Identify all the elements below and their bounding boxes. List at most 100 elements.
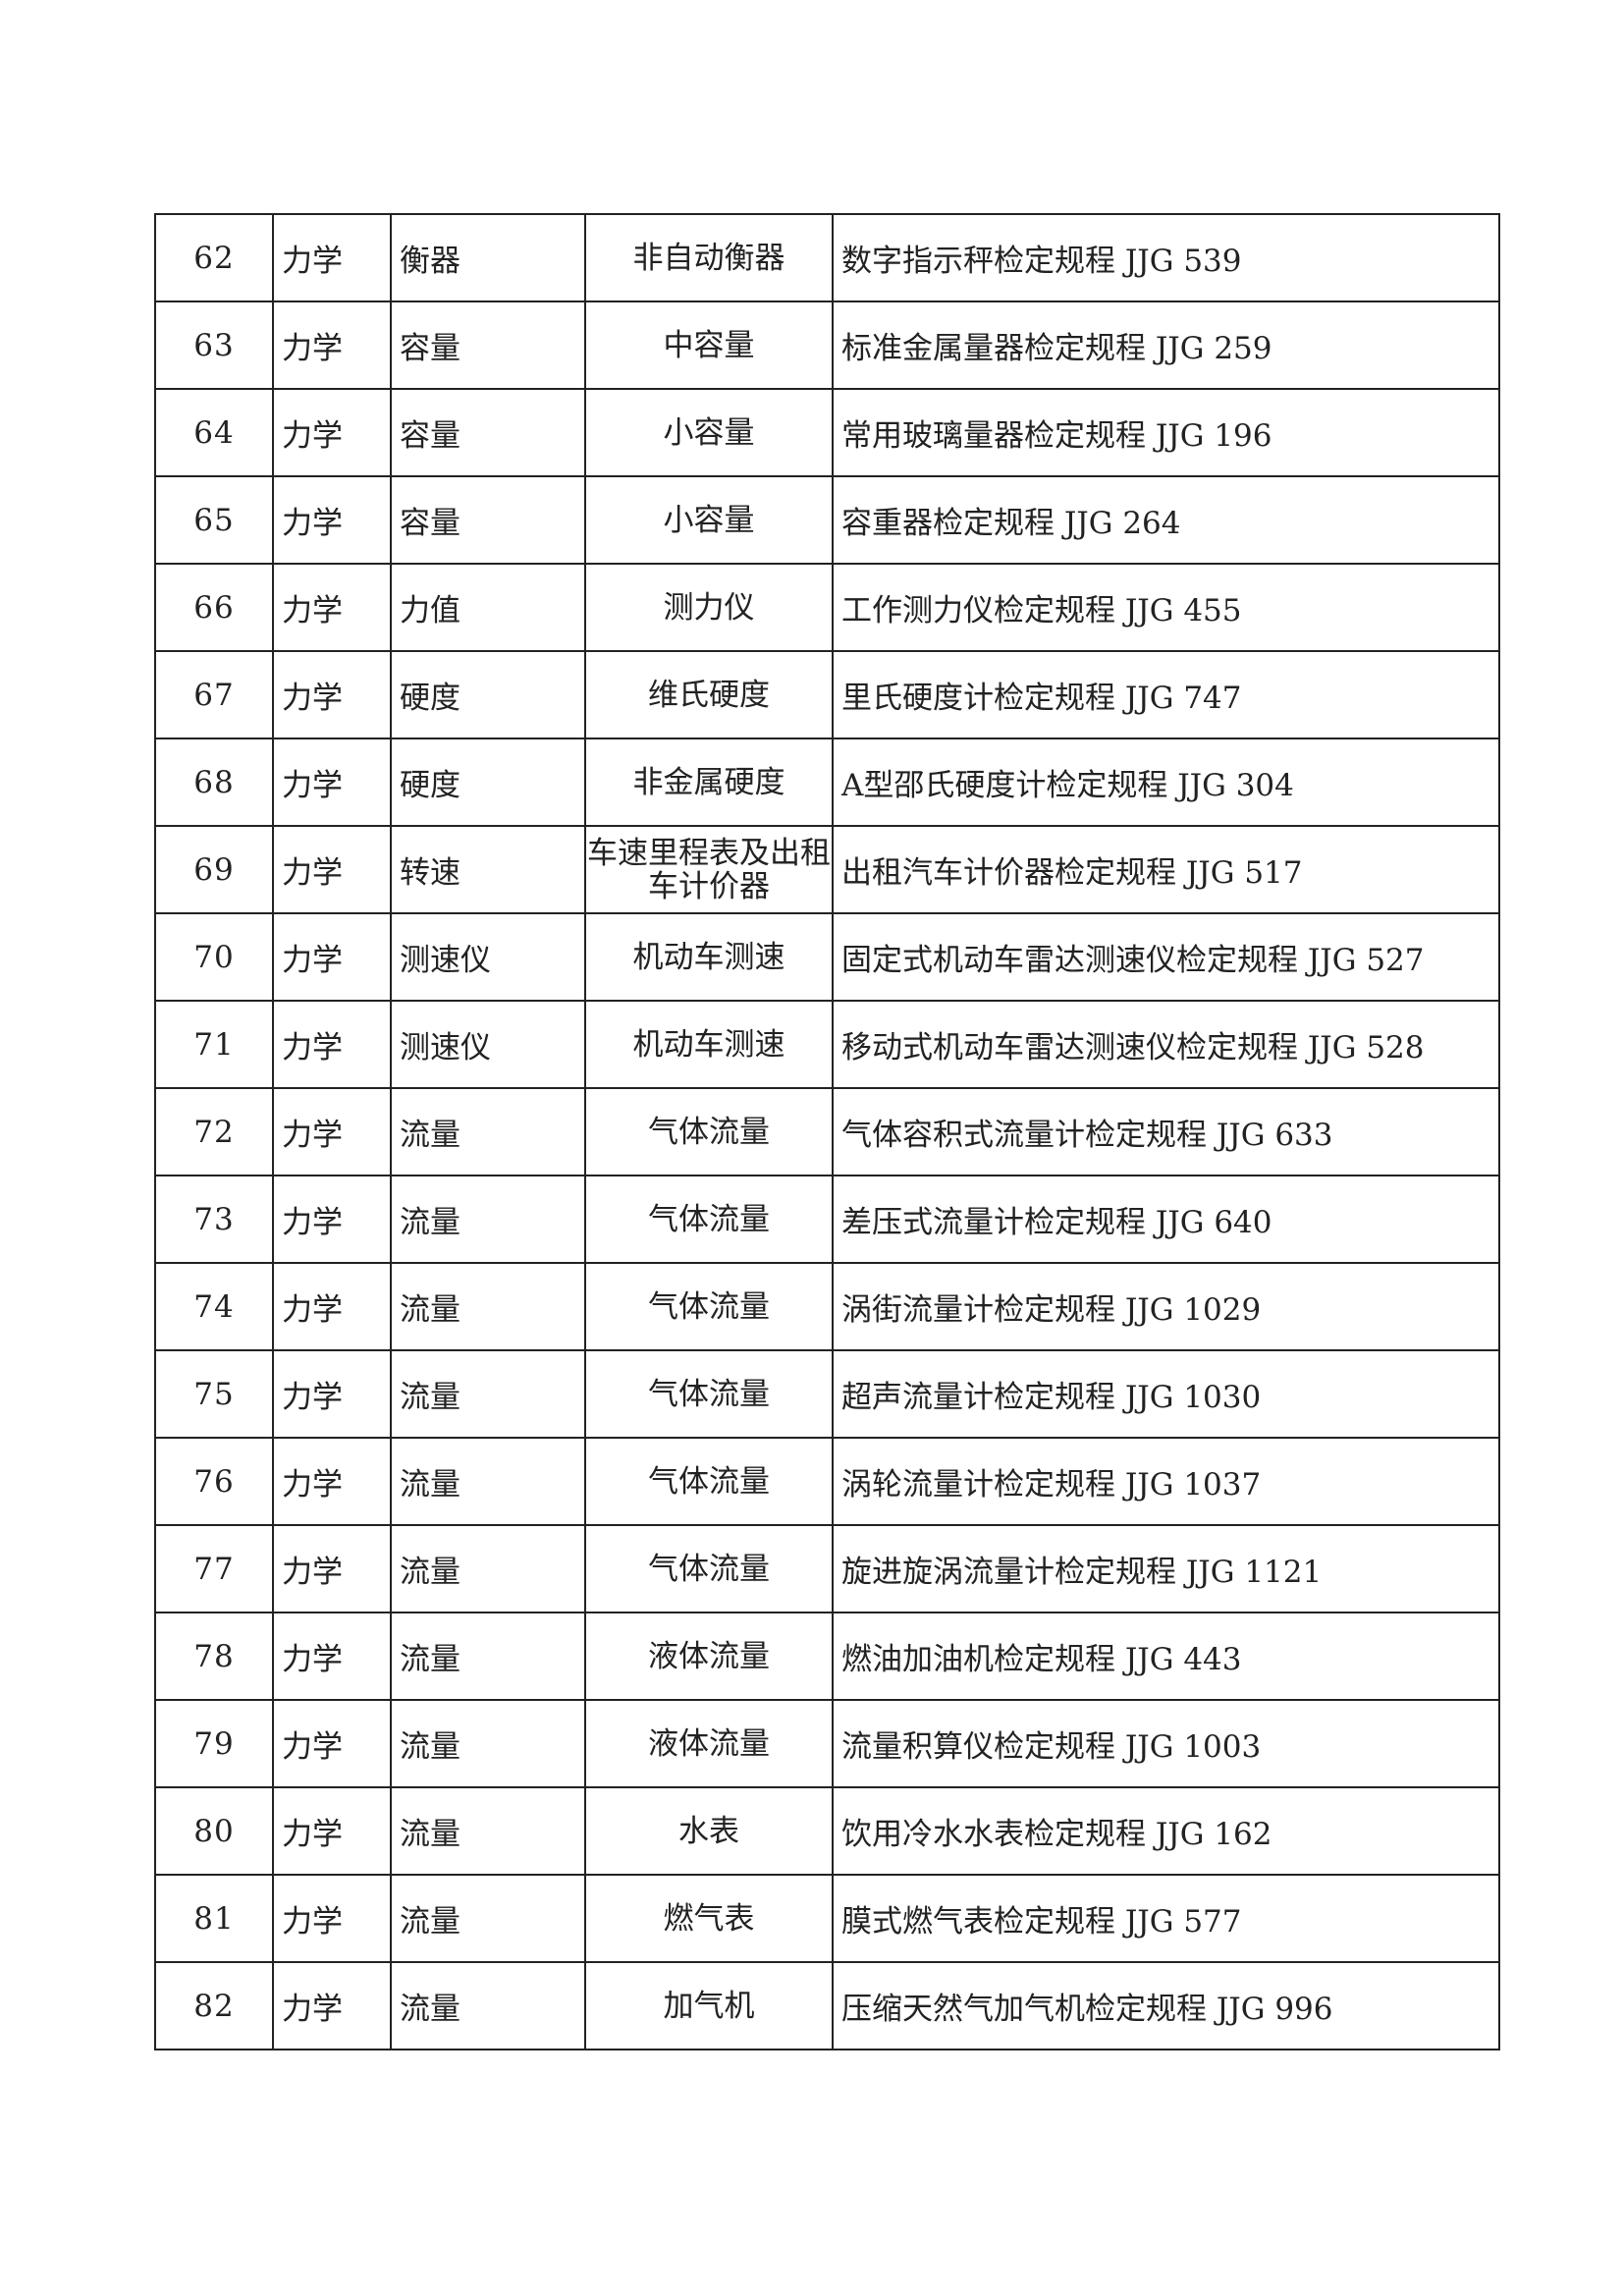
table-row: 73 力学 流量 气体流量 差压式流量计检定规程 JJG 640 bbox=[154, 1175, 1500, 1264]
cell-discipline: 力学 bbox=[272, 1087, 392, 1176]
cell-subcategory: 气体流量 bbox=[584, 1262, 834, 1351]
table-row: 74 力学 流量 气体流量 涡街流量计检定规程 JJG 1029 bbox=[154, 1262, 1500, 1351]
table-row: 66 力学 力值 测力仪 工作测力仪检定规程 JJG 455 bbox=[154, 563, 1500, 652]
cell-subcategory: 气体流量 bbox=[584, 1349, 834, 1439]
cell-category: 流量 bbox=[390, 1612, 586, 1701]
cell-row-number: 66 bbox=[154, 563, 274, 652]
cell-row-number: 64 bbox=[154, 388, 274, 477]
cell-regulation: 常用玻璃量器检定规程 JJG 196 bbox=[832, 388, 1500, 477]
cell-regulation: 出租汽车计价器检定规程 JJG 517 bbox=[832, 825, 1500, 914]
cell-row-number: 68 bbox=[154, 738, 274, 827]
table-row: 80 力学 流量 水表 饮用冷水水表检定规程 JJG 162 bbox=[154, 1786, 1500, 1876]
cell-row-number: 77 bbox=[154, 1524, 274, 1613]
cell-regulation: 数字指示秤检定规程 JJG 539 bbox=[832, 213, 1500, 302]
cell-row-number: 71 bbox=[154, 1000, 274, 1089]
cell-regulation: 超声流量计检定规程 JJG 1030 bbox=[832, 1349, 1500, 1439]
cell-row-number: 63 bbox=[154, 301, 274, 390]
cell-subcategory: 中容量 bbox=[584, 301, 834, 390]
table-row: 77 力学 流量 气体流量 旋进旋涡流量计检定规程 JJG 1121 bbox=[154, 1524, 1500, 1613]
cell-category: 容量 bbox=[390, 301, 586, 390]
cell-row-number: 73 bbox=[154, 1175, 274, 1264]
cell-discipline: 力学 bbox=[272, 912, 392, 1002]
cell-subcategory: 维氏硬度 bbox=[584, 650, 834, 739]
cell-discipline: 力学 bbox=[272, 301, 392, 390]
cell-discipline: 力学 bbox=[272, 1437, 392, 1526]
cell-row-number: 65 bbox=[154, 475, 274, 565]
cell-discipline: 力学 bbox=[272, 650, 392, 739]
cell-category: 转速 bbox=[390, 825, 586, 914]
cell-subcategory: 液体流量 bbox=[584, 1699, 834, 1788]
cell-subcategory: 非自动衡器 bbox=[584, 213, 834, 302]
cell-discipline: 力学 bbox=[272, 213, 392, 302]
cell-discipline: 力学 bbox=[272, 388, 392, 477]
cell-category: 容量 bbox=[390, 475, 586, 565]
cell-category: 流量 bbox=[390, 1524, 586, 1613]
cell-regulation: 涡轮流量计检定规程 JJG 1037 bbox=[832, 1437, 1500, 1526]
cell-category: 流量 bbox=[390, 1437, 586, 1526]
cell-category: 流量 bbox=[390, 1786, 586, 1876]
cell-regulation: 标准金属量器检定规程 JJG 259 bbox=[832, 301, 1500, 390]
cell-regulation: 旋进旋涡流量计检定规程 JJG 1121 bbox=[832, 1524, 1500, 1613]
cell-regulation: 饮用冷水水表检定规程 JJG 162 bbox=[832, 1786, 1500, 1876]
table-row: 68 力学 硬度 非金属硬度 A型邵氏硬度计检定规程 JJG 304 bbox=[154, 738, 1500, 827]
cell-regulation: 气体容积式流量计检定规程 JJG 633 bbox=[832, 1087, 1500, 1176]
cell-row-number: 62 bbox=[154, 213, 274, 302]
cell-subcategory: 气体流量 bbox=[584, 1087, 834, 1176]
cell-regulation: 容重器检定规程 JJG 264 bbox=[832, 475, 1500, 565]
cell-row-number: 79 bbox=[154, 1699, 274, 1788]
cell-subcategory: 小容量 bbox=[584, 475, 834, 565]
cell-regulation: 流量积算仪检定规程 JJG 1003 bbox=[832, 1699, 1500, 1788]
cell-category: 流量 bbox=[390, 1087, 586, 1176]
cell-subcategory: 机动车测速 bbox=[584, 912, 834, 1002]
cell-regulation: 工作测力仪检定规程 JJG 455 bbox=[832, 563, 1500, 652]
cell-category: 流量 bbox=[390, 1349, 586, 1439]
cell-row-number: 74 bbox=[154, 1262, 274, 1351]
cell-subcategory: 小容量 bbox=[584, 388, 834, 477]
cell-category: 测速仪 bbox=[390, 912, 586, 1002]
cell-regulation: 燃油加油机检定规程 JJG 443 bbox=[832, 1612, 1500, 1701]
table-row: 69 力学 转速 车速里程表及出租车计价器 出租汽车计价器检定规程 JJG 517 bbox=[154, 825, 1500, 914]
cell-subcategory: 水表 bbox=[584, 1786, 834, 1876]
cell-regulation: 涡街流量计检定规程 JJG 1029 bbox=[832, 1262, 1500, 1351]
cell-row-number: 69 bbox=[154, 825, 274, 914]
cell-subcategory: 气体流量 bbox=[584, 1524, 834, 1613]
cell-category: 流量 bbox=[390, 1699, 586, 1788]
cell-discipline: 力学 bbox=[272, 1961, 392, 2050]
cell-discipline: 力学 bbox=[272, 563, 392, 652]
cell-category: 测速仪 bbox=[390, 1000, 586, 1089]
cell-subcategory: 液体流量 bbox=[584, 1612, 834, 1701]
cell-row-number: 76 bbox=[154, 1437, 274, 1526]
table-row: 79 力学 流量 液体流量 流量积算仪检定规程 JJG 1003 bbox=[154, 1699, 1500, 1788]
cell-subcategory: 机动车测速 bbox=[584, 1000, 834, 1089]
cell-row-number: 67 bbox=[154, 650, 274, 739]
cell-category: 硬度 bbox=[390, 650, 586, 739]
cell-category: 衡器 bbox=[390, 213, 586, 302]
cell-category: 流量 bbox=[390, 1175, 586, 1264]
cell-regulation: A型邵氏硬度计检定规程 JJG 304 bbox=[832, 738, 1500, 827]
cell-subcategory: 车速里程表及出租车计价器 bbox=[584, 825, 834, 914]
table-row: 75 力学 流量 气体流量 超声流量计检定规程 JJG 1030 bbox=[154, 1349, 1500, 1439]
cell-category: 力值 bbox=[390, 563, 586, 652]
cell-discipline: 力学 bbox=[272, 1349, 392, 1439]
table-row: 65 力学 容量 小容量 容重器检定规程 JJG 264 bbox=[154, 475, 1500, 565]
cell-regulation: 差压式流量计检定规程 JJG 640 bbox=[832, 1175, 1500, 1264]
verification-regulations-table: 62 力学 衡器 非自动衡器 数字指示秤检定规程 JJG 539 63 力学 容量 中容量 标准金… bbox=[154, 213, 1500, 2050]
cell-subcategory: 加气机 bbox=[584, 1961, 834, 2050]
cell-discipline: 力学 bbox=[272, 475, 392, 565]
cell-discipline: 力学 bbox=[272, 1612, 392, 1701]
table-row: 67 力学 硬度 维氏硬度 里氏硬度计检定规程 JJG 747 bbox=[154, 650, 1500, 739]
cell-discipline: 力学 bbox=[272, 1874, 392, 1963]
cell-discipline: 力学 bbox=[272, 1262, 392, 1351]
cell-row-number: 81 bbox=[154, 1874, 274, 1963]
cell-discipline: 力学 bbox=[272, 1175, 392, 1264]
cell-category: 流量 bbox=[390, 1262, 586, 1351]
cell-regulation: 里氏硬度计检定规程 JJG 747 bbox=[832, 650, 1500, 739]
table-row: 72 力学 流量 气体流量 气体容积式流量计检定规程 JJG 633 bbox=[154, 1087, 1500, 1176]
cell-row-number: 78 bbox=[154, 1612, 274, 1701]
cell-discipline: 力学 bbox=[272, 1524, 392, 1613]
table-row: 70 力学 测速仪 机动车测速 固定式机动车雷达测速仪检定规程 JJG 527 bbox=[154, 912, 1500, 1002]
cell-row-number: 70 bbox=[154, 912, 274, 1002]
table-row: 81 力学 流量 燃气表 膜式燃气表检定规程 JJG 577 bbox=[154, 1874, 1500, 1963]
cell-discipline: 力学 bbox=[272, 738, 392, 827]
cell-discipline: 力学 bbox=[272, 825, 392, 914]
